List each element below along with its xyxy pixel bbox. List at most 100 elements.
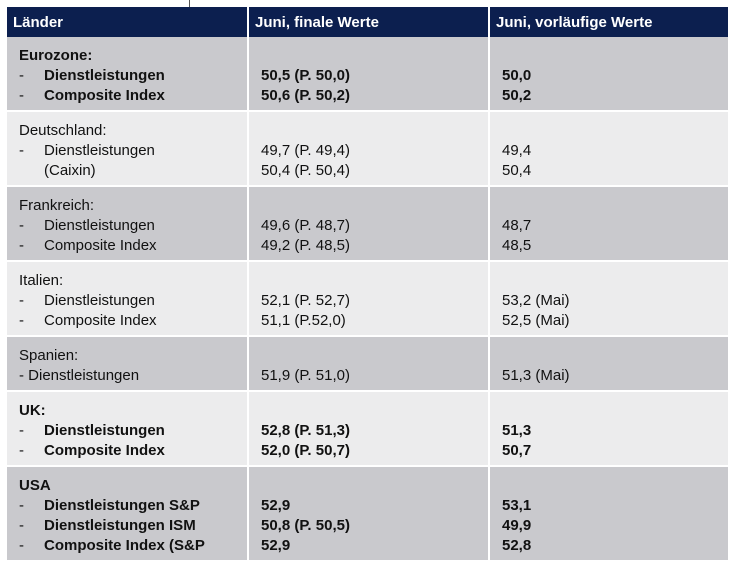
final-value-cell: 50,5 (P. 50,0) 50,6 (P. 50,2) xyxy=(248,37,490,112)
final-value-cell: 52,1 (P. 52,7) 51,1 (P.52,0) xyxy=(248,261,490,337)
spacer xyxy=(502,476,728,496)
country-cell: Italien: - Dienstleistungen - Composite Inde… xyxy=(7,261,249,337)
item-label: Composite Index (S&P xyxy=(44,537,205,554)
preliminary-value-cell: 51,3 50,7 xyxy=(489,391,728,467)
preliminary-value: 50,7 xyxy=(502,442,532,459)
spacer xyxy=(261,196,488,216)
item-label: Dienstleistungen xyxy=(44,142,155,159)
dash-bullet: - xyxy=(19,237,24,254)
final-value: 49,6 (P. 48,7) xyxy=(261,217,350,234)
preliminary-value-cell: 53,1 49,9 52,8 xyxy=(489,466,728,562)
country-name: Deutschland: xyxy=(19,122,107,139)
table-row: Spanien: - Dienstleistungen 51,9 (P. 51,0)… xyxy=(7,336,728,392)
country-name: UK: xyxy=(19,402,46,419)
final-value: 52,1 (P. 52,7) xyxy=(261,292,350,309)
country-cell: Spanien: - Dienstleistungen xyxy=(7,336,249,392)
preliminary-value: 50,2 xyxy=(502,87,532,104)
list-item: - Composite Index xyxy=(19,441,247,461)
dash-bullet: - xyxy=(19,497,24,514)
item-label: Composite Index xyxy=(44,312,157,329)
spacer xyxy=(502,401,728,421)
list-item: - Dienstleistungen xyxy=(19,141,247,161)
dash-bullet: - xyxy=(19,517,24,534)
dash-bullet: - xyxy=(19,422,24,439)
country-name: Italien: xyxy=(19,272,64,289)
table-row: UK: - Dienstleistungen - Composite Index 52,8… xyxy=(7,391,728,467)
table-row: Italien: - Dienstleistungen - Composite Inde… xyxy=(7,261,728,337)
spacer xyxy=(502,271,728,291)
table-row: Deutschland: - Dienstleistungen (Caixin) 49,… xyxy=(7,111,728,187)
header-laender: Länder xyxy=(7,7,249,37)
final-value: 50,4 (P. 50,4) xyxy=(261,162,350,179)
header-preliminary: Juni, vorläufige Werte xyxy=(489,7,728,37)
dash-bullet: - xyxy=(19,217,24,234)
list-item: - Dienstleistungen xyxy=(19,421,247,441)
spacer xyxy=(502,121,728,141)
list-item: - Composite Index (S&P xyxy=(19,536,247,556)
item-label: - Dienstleistungen xyxy=(19,367,140,384)
preliminary-value: 49,4 xyxy=(502,142,532,159)
item-label: Composite Index xyxy=(44,237,157,254)
final-value: 49,7 (P. 49,4) xyxy=(261,142,350,159)
spacer xyxy=(261,476,488,496)
preliminary-value-cell: 49,4 50,4 xyxy=(489,111,728,187)
spacer xyxy=(502,46,728,66)
final-value: 50,5 (P. 50,0) xyxy=(261,67,350,84)
country-name: Spanien: xyxy=(19,347,79,364)
country-name: Eurozone: xyxy=(19,47,93,64)
spacer xyxy=(261,271,488,291)
final-value: 49,2 (P. 48,5) xyxy=(261,237,350,254)
top-edge xyxy=(0,0,732,7)
item-label: Dienstleistungen xyxy=(44,217,155,234)
list-item: - Dienstleistungen S&P xyxy=(19,496,247,516)
item-label: (Caixin) xyxy=(44,162,96,179)
item-label: Dienstleistungen ISM xyxy=(44,517,196,534)
preliminary-value: 53,2 (Mai) xyxy=(502,292,570,309)
preliminary-value-cell: 53,2 (Mai) 52,5 (Mai) xyxy=(489,261,728,337)
preliminary-value: 51,3 xyxy=(502,422,532,439)
top-tick xyxy=(189,0,190,7)
country-cell: Deutschland: - Dienstleistungen (Caixin) xyxy=(7,111,249,187)
country-cell: Frankreich: - Dienstleistungen - Composite I… xyxy=(7,186,249,262)
preliminary-value: 52,8 xyxy=(502,537,532,554)
final-value: 52,9 xyxy=(261,497,291,514)
final-value-cell: 52,8 (P. 51,3) 52,0 (P. 50,7) xyxy=(248,391,490,467)
final-value: 50,8 (P. 50,5) xyxy=(261,517,350,534)
dash-bullet: - xyxy=(19,67,24,84)
final-value: 52,0 (P. 50,7) xyxy=(261,442,350,459)
table-row: USA - Dienstleistungen S&P - Dienstleistunge… xyxy=(7,466,728,562)
preliminary-value: 51,3 (Mai) xyxy=(502,367,570,384)
list-item: - Dienstleistungen xyxy=(19,66,247,86)
final-value: 51,1 (P.52,0) xyxy=(261,312,346,329)
final-value: 50,6 (P. 50,2) xyxy=(261,87,350,104)
dash-bullet: - xyxy=(19,537,24,554)
item-label: Dienstleistungen xyxy=(44,292,155,309)
preliminary-value: 53,1 xyxy=(502,497,532,514)
final-value: 52,8 (P. 51,3) xyxy=(261,422,350,439)
dash-bullet: - xyxy=(19,142,24,159)
dash-bullet: - xyxy=(19,292,24,309)
preliminary-value: 49,9 xyxy=(502,517,532,534)
preliminary-value-cell: 48,7 48,5 xyxy=(489,186,728,262)
pmi-table: Länder Juni, finale Werte Juni, vorläufi… xyxy=(7,7,728,562)
spacer xyxy=(261,46,488,66)
preliminary-value-cell: 51,3 (Mai) xyxy=(489,336,728,392)
country-cell: USA - Dienstleistungen S&P - Dienstleistunge… xyxy=(7,466,249,562)
preliminary-value: 50,4 xyxy=(502,162,532,179)
table-row: Frankreich: - Dienstleistungen - Composite I… xyxy=(7,186,728,262)
preliminary-value: 52,5 (Mai) xyxy=(502,312,570,329)
final-value-cell: 49,7 (P. 49,4) 50,4 (P. 50,4) xyxy=(248,111,490,187)
dash-bullet: - xyxy=(19,312,24,329)
table-row: Eurozone: - Dienstleistungen - Composite Ind… xyxy=(7,37,728,112)
table-header-row: Länder Juni, finale Werte Juni, vorläufi… xyxy=(7,7,728,37)
item-label: Composite Index xyxy=(44,442,165,459)
preliminary-value: 48,5 xyxy=(502,237,532,254)
list-item: - Composite Index xyxy=(19,86,247,106)
table-body: Eurozone: - Dienstleistungen - Composite Ind… xyxy=(7,37,728,562)
country-name: Frankreich: xyxy=(19,197,95,214)
final-value-cell: 52,9 50,8 (P. 50,5) 52,9 xyxy=(248,466,490,562)
dash-bullet: - xyxy=(19,87,24,104)
list-item: - Dienstleistungen xyxy=(19,216,247,236)
country-name: USA xyxy=(19,477,51,494)
header-final: Juni, finale Werte xyxy=(248,7,490,37)
